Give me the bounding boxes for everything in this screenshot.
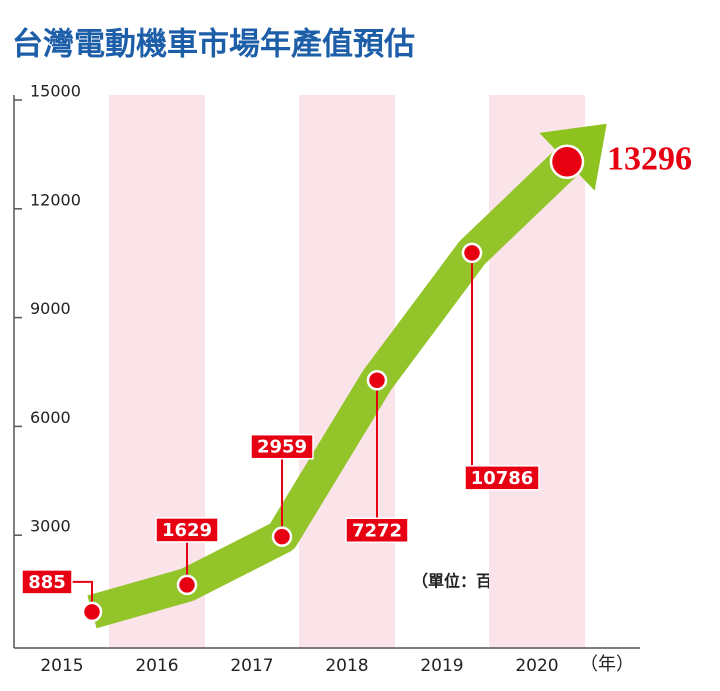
x-tick-label: 2016 xyxy=(135,656,178,676)
data-point xyxy=(176,574,198,596)
column-stripe xyxy=(109,95,205,648)
value-label: 2959 xyxy=(257,437,307,458)
y-tick-label: 12000 xyxy=(30,190,81,209)
value-label-box xyxy=(464,465,540,491)
x-unit: （年） xyxy=(580,654,634,675)
value-label-box xyxy=(345,517,409,544)
data-point xyxy=(81,601,103,623)
x-tick-label: 2015 xyxy=(40,656,83,676)
y-tick-label: 15000 xyxy=(30,82,81,101)
value-label: 885 xyxy=(28,572,66,593)
data-point xyxy=(549,144,585,180)
value-label: 10786 xyxy=(471,468,534,489)
y-tick-label: 6000 xyxy=(30,408,71,427)
y-tick-label: 3000 xyxy=(30,517,71,536)
x-tick-label: 2017 xyxy=(230,656,273,676)
data-point xyxy=(461,242,483,264)
chart-title: 台灣電動機車市場年產值預估 xyxy=(12,27,415,63)
data-point xyxy=(366,370,388,391)
value-label-box xyxy=(21,569,73,595)
x-tick-label: 2020 xyxy=(515,656,558,676)
value-label: 7272 xyxy=(352,520,402,541)
y-tick-label: 9000 xyxy=(30,299,71,318)
value-label: 1629 xyxy=(162,520,212,541)
data-point xyxy=(271,526,293,547)
trend-arrow xyxy=(87,149,579,629)
value-label: 13296 xyxy=(607,141,692,178)
value-label-box xyxy=(250,433,314,460)
x-tick-label: 2019 xyxy=(420,656,463,676)
value-label-box xyxy=(155,517,219,543)
x-tick-label: 2018 xyxy=(325,656,368,676)
